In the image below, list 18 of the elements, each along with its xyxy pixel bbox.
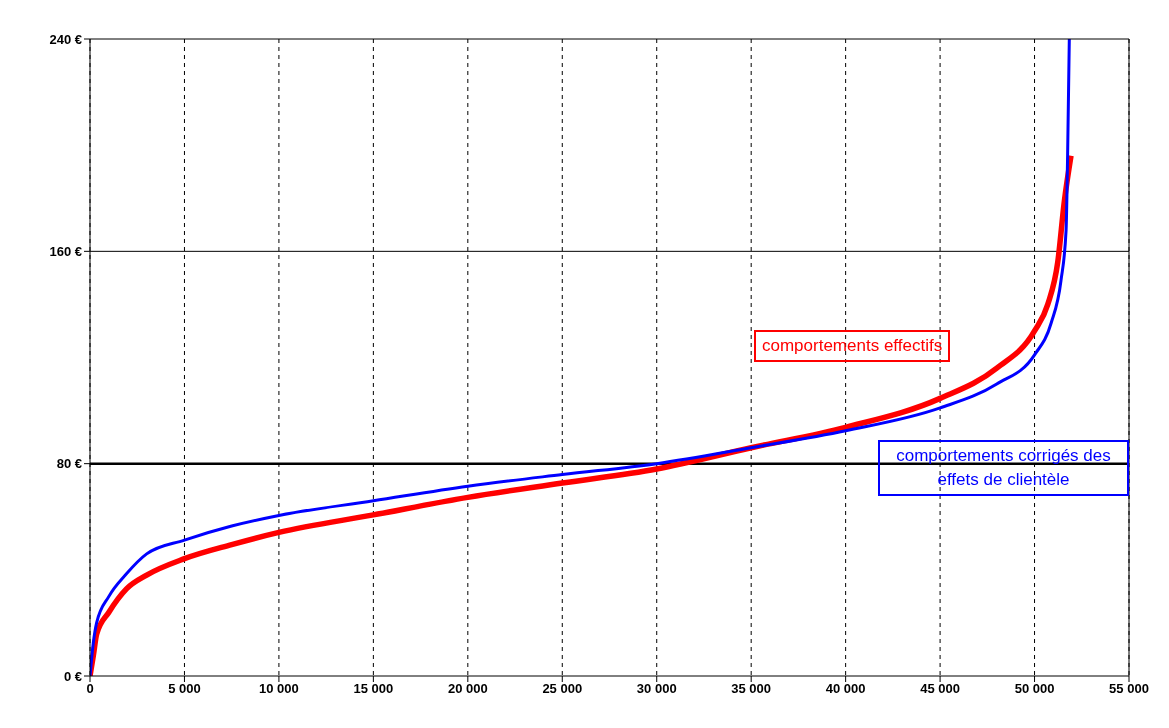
x-tick-label: 10 000 bbox=[259, 681, 299, 697]
x-tick-label: 45 000 bbox=[920, 681, 960, 697]
x-tick-label: 35 000 bbox=[731, 681, 772, 697]
text: comportements effectifs bbox=[754, 330, 951, 362]
x-tick-label: 40 000 bbox=[825, 681, 866, 697]
x-tick-label: 15 000 bbox=[353, 681, 394, 697]
x-tick-label: 5 000 bbox=[168, 681, 201, 697]
y-tick-label: 240 € bbox=[49, 31, 82, 47]
y-tick-label: 80 € bbox=[56, 456, 82, 472]
x-tick-label: 30 000 bbox=[636, 681, 677, 697]
x-tick-label: 55 000 bbox=[1109, 681, 1149, 697]
y-tick-label: 0 € bbox=[63, 668, 82, 684]
x-tick-label: 20 000 bbox=[447, 681, 488, 697]
x-tick-label: 25 000 bbox=[542, 681, 583, 697]
y-tick-label: 160 € bbox=[49, 243, 82, 259]
x-tick-label: 0 bbox=[86, 681, 94, 697]
series-label: comportements corrigés des effets de clientèle bbox=[878, 440, 1129, 496]
x-tick-label: 50 000 bbox=[1014, 681, 1055, 697]
